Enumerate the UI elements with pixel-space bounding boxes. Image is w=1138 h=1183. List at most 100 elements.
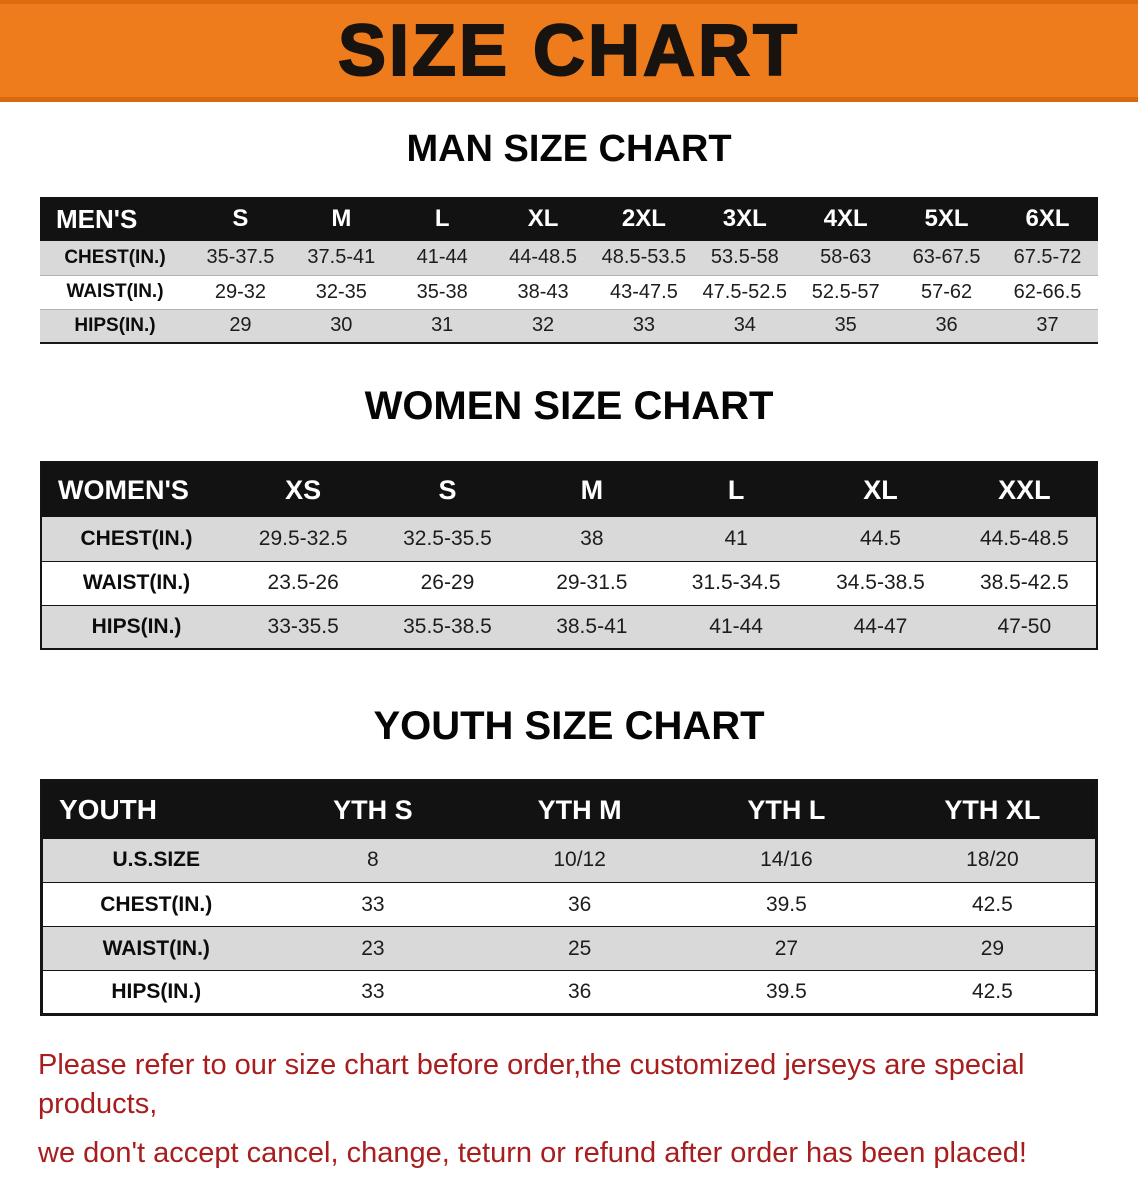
- size-value: 41-44: [416, 246, 468, 269]
- size-value: 37.5-41: [307, 246, 376, 269]
- table-title-cell: YOUTH: [41, 780, 270, 839]
- size-value: 23.5-26: [267, 571, 339, 594]
- size-value: 36: [567, 892, 592, 916]
- size-value: 62-66.5: [1013, 280, 1082, 303]
- youth-section-heading: YOUTH SIZE CHART: [373, 704, 765, 748]
- size-column-header: L: [391, 197, 493, 241]
- size-value: 34.5-38.5: [836, 571, 925, 594]
- size-value: 14/16: [760, 848, 813, 872]
- table-row: HIPS(IN.) 33-35.5 35.5-38.5 38.5-41 41-44 44-…: [41, 605, 1097, 649]
- size-column-header: XL: [808, 462, 953, 517]
- size-column-header: XXL: [952, 462, 1097, 517]
- size-value: 42.5: [971, 980, 1013, 1003]
- row-label: CHEST(IN.): [100, 892, 213, 916]
- size-value: 57-62: [920, 280, 973, 303]
- table-header-row: WOMEN'S XS S M L XL XXL: [41, 462, 1097, 517]
- size-value: 32: [531, 314, 555, 337]
- size-value: 63-67.5: [912, 246, 981, 269]
- size-value: 35-38: [416, 280, 468, 303]
- size-value: 39.5: [765, 980, 807, 1003]
- table-header-row: MEN'S S M L XL 2XL 3XL 4XL 5XL 6XL: [40, 197, 1098, 241]
- size-value: 38.5-42.5: [979, 571, 1069, 594]
- size-value: 29: [980, 936, 1005, 960]
- size-chart-banner: SIZE CHART: [0, 0, 1138, 102]
- table-title-cell: MEN'S: [40, 197, 190, 241]
- row-label: CHEST(IN.): [80, 526, 193, 550]
- size-value: 52.5-57: [811, 280, 880, 303]
- notice-line-2: we don't accept cancel, change, teturn o…: [38, 1137, 1027, 1170]
- men-size-table: MEN'S S M L XL 2XL 3XL 4XL 5XL 6XL CHEST(IN.) 35-37…: [40, 197, 1098, 344]
- size-value: 35: [834, 314, 857, 337]
- size-value: 26-29: [420, 571, 475, 594]
- size-value: 43-47.5: [610, 280, 678, 303]
- size-value: 10/12: [553, 848, 606, 872]
- row-label: HIPS(IN.): [111, 980, 202, 1003]
- size-column-header: YTH M: [476, 780, 683, 839]
- size-value: 29-32: [214, 280, 267, 303]
- size-column-header: 2XL: [593, 197, 695, 241]
- size-value: 32.5-35.5: [403, 526, 492, 550]
- table-row: U.S.SIZE 8 10/12 14/16 18/20: [41, 838, 1097, 883]
- size-value: 33: [361, 980, 385, 1003]
- size-value: 41: [724, 526, 748, 550]
- row-label: WAIST(IN.): [82, 571, 191, 594]
- size-value: 33: [361, 892, 385, 916]
- women-section-heading: WOMEN SIZE CHART: [364, 384, 774, 428]
- men-size-section: MAN SIZE CHART MEN'S S M L XL 2XL 3XL 4XL 5XL 6XL…: [0, 128, 1138, 344]
- size-value: 38.5-41: [556, 614, 628, 638]
- size-value: 35-37.5: [206, 246, 275, 269]
- youth-size-table: YOUTH YTH S YTH M YTH L YTH XL U.S.SIZE 8 10/12…: [40, 779, 1098, 1016]
- notice-line-1: Please refer to our size chart before or…: [38, 1049, 1025, 1121]
- youth-size-section: YOUTH SIZE CHART YOUTH YTH S YTH M YTH L YTH…: [0, 704, 1138, 1016]
- size-value: 44-47: [853, 614, 908, 638]
- size-value: 31: [431, 314, 454, 337]
- size-value: 48.5-53.5: [601, 246, 687, 269]
- size-value: 44.5-48.5: [979, 526, 1069, 550]
- size-value: 30: [330, 314, 353, 337]
- size-column-header: YTH XL: [889, 780, 1097, 839]
- row-label: WAIST(IN.): [102, 936, 210, 960]
- size-value: 44-48.5: [509, 246, 577, 269]
- size-value: 36: [935, 314, 958, 337]
- table-row: CHEST(IN.) 29.5-32.5 32.5-35.5 38 41 44.5 44.5…: [41, 517, 1097, 561]
- table-row: WAIST(IN.) 23.5-26 26-29 29-31.5 31.5-34.5 34…: [41, 561, 1097, 605]
- size-column-header: YTH S: [269, 780, 477, 839]
- size-column-header: 4XL: [795, 197, 897, 241]
- size-value: 58-63: [820, 246, 872, 269]
- size-value: 33: [632, 314, 656, 337]
- table-row: CHEST(IN.) 35-37.5 37.5-41 41-44 44-48.5 48.5…: [40, 241, 1098, 275]
- size-value: 29: [229, 314, 252, 337]
- size-value: 33-35.5: [267, 614, 339, 638]
- row-label: HIPS(IN.): [91, 614, 182, 638]
- size-value: 42.5: [971, 892, 1013, 916]
- size-column-header: 3XL: [694, 197, 796, 241]
- size-value: 31.5-34.5: [691, 571, 781, 594]
- table-row: CHEST(IN.) 33 36 39.5 42.5: [41, 883, 1097, 927]
- size-column-header: 6XL: [997, 197, 1098, 241]
- table-row: WAIST(IN.) 29-32 32-35 35-38 38-43 43-47.5 47.…: [40, 275, 1098, 309]
- size-value: 29-31.5: [556, 571, 628, 594]
- page-title: SIZE CHART: [337, 10, 800, 91]
- row-label: CHEST(IN.): [64, 246, 166, 268]
- table-row: HIPS(IN.) 33 36 39.5 42.5: [41, 971, 1097, 1015]
- size-value: 36: [567, 980, 592, 1003]
- table-row: HIPS(IN.) 29 30 31 32 33 34 35 36 37: [40, 309, 1098, 343]
- size-value: 8: [367, 848, 379, 872]
- row-label: U.S.SIZE: [112, 848, 201, 872]
- women-size-section: WOMEN SIZE CHART WOMEN'S XS S M L XL XXL CHEST(…: [0, 384, 1138, 650]
- size-column-header: 5XL: [896, 197, 997, 241]
- table-title-cell: WOMEN'S: [41, 462, 231, 517]
- size-value: 32-35: [315, 280, 367, 303]
- women-size-table: WOMEN'S XS S M L XL XXL CHEST(IN.) 29.5-32.5 32.5…: [40, 461, 1098, 650]
- table-header-row: YOUTH YTH S YTH M YTH L YTH XL: [41, 780, 1097, 839]
- order-notice: Please refer to our size chart before or…: [0, 1046, 1138, 1173]
- size-value: 67.5-72: [1013, 246, 1082, 269]
- size-value: 38: [580, 526, 604, 550]
- size-value: 47.5-52.5: [702, 280, 788, 303]
- men-section-heading: MAN SIZE CHART: [406, 128, 732, 170]
- size-value: 27: [774, 936, 799, 960]
- size-value: 38-43: [517, 280, 569, 303]
- size-value: 53.5-58: [710, 246, 779, 269]
- size-column-header: M: [290, 197, 392, 241]
